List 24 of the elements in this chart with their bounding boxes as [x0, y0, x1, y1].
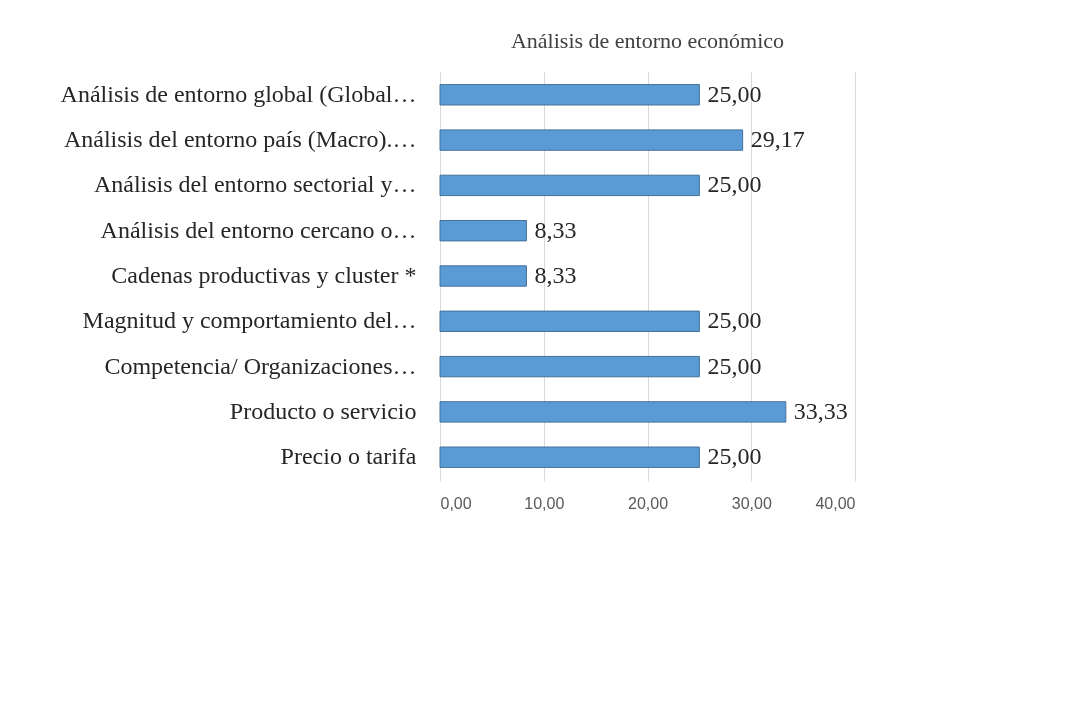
y-tick-label: Competencia/ Organizaciones…	[104, 352, 417, 379]
data-label: 25,00	[707, 307, 762, 334]
y-tick-label: Producto o servicio	[229, 397, 417, 424]
data-label: 33,33	[793, 397, 848, 424]
y-tick-label: Precio o tarifa	[280, 443, 417, 470]
x-tick-label: 0,00	[440, 494, 472, 512]
y-tick-label: Cadenas productivas y cluster *	[111, 262, 417, 288]
data-label: 25,00	[707, 352, 762, 379]
data-label: 8,33	[534, 216, 577, 243]
y-tick-label: Magnitud y comportamiento del…	[82, 307, 417, 334]
data-label: 25,00	[707, 443, 762, 470]
y-tick-label: Análisis del entorno cercano o…	[100, 216, 417, 243]
data-label: 29,17	[750, 126, 805, 153]
x-tick-label: 10,00	[524, 494, 565, 512]
data-label: 25,00	[707, 80, 762, 107]
chart-title: Análisis de entorno económico	[510, 28, 785, 53]
y-tick-label: Análisis de entorno global (Global…	[60, 80, 417, 107]
x-tick-label: 30,00	[731, 494, 772, 512]
y-tick-label: Análisis del entorno país (Macro).…	[63, 126, 417, 153]
data-label: 8,33	[534, 262, 577, 288]
x-tick-label: 40,00	[815, 494, 856, 512]
x-tick-label: 20,00	[627, 494, 669, 512]
y-tick-label: Análisis del entorno sectorial y…	[93, 171, 417, 198]
data-label: 25,00	[707, 171, 762, 198]
